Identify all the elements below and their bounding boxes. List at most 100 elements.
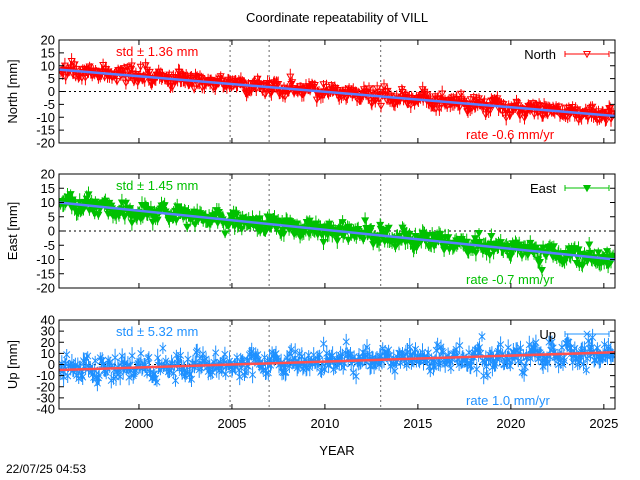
y-tick-label: -20 [36, 281, 55, 296]
data-point [381, 88, 390, 96]
data-point [170, 369, 178, 377]
data-point [423, 232, 432, 241]
data-point [486, 106, 495, 115]
rate-label: rate 1.0 mm/yr [466, 393, 550, 408]
data-point [364, 85, 374, 93]
std-label: std ± 1.45 mm [116, 178, 198, 193]
data-point [406, 343, 414, 351]
data-point [102, 66, 111, 74]
y-tick-label: 15 [41, 181, 55, 196]
data-point [600, 341, 609, 349]
data-point [473, 365, 481, 373]
data-point [604, 262, 613, 270]
data-point [102, 368, 110, 376]
data-point [128, 352, 136, 360]
data-point [535, 102, 544, 110]
y-tick-label: -10 [36, 110, 55, 125]
data-point [278, 92, 287, 100]
data-point [154, 354, 162, 362]
data-point [94, 211, 103, 220]
data-point [534, 355, 542, 363]
y-tick-label: 5 [48, 71, 55, 86]
data-point [367, 224, 376, 233]
data-point [497, 100, 506, 108]
data-point [136, 63, 145, 72]
data-point [385, 346, 393, 354]
data-point [528, 100, 538, 108]
data-point [541, 104, 550, 112]
data-point [79, 373, 87, 381]
data-point [84, 352, 92, 360]
data-point [426, 367, 434, 375]
data-point [265, 80, 274, 89]
data-point [512, 346, 520, 354]
data-point [202, 355, 210, 363]
data-point [367, 100, 376, 108]
data-point [190, 221, 200, 229]
data-point [434, 95, 443, 103]
data-point [262, 370, 270, 378]
data-point [94, 374, 102, 382]
trend-line [59, 351, 615, 372]
data-point [261, 229, 270, 237]
data-point [346, 351, 355, 359]
data-point [506, 362, 514, 370]
std-label: std ± 5.32 mm [116, 324, 198, 339]
data-point [221, 350, 229, 358]
data-point [521, 363, 529, 371]
data-point [405, 230, 414, 239]
data-point [561, 113, 570, 121]
data-point [455, 103, 464, 112]
data-point [244, 356, 252, 364]
data-point [176, 351, 185, 360]
data-point [216, 73, 225, 81]
data-point [305, 217, 314, 225]
data-point [175, 68, 184, 77]
data-point [244, 80, 253, 88]
data-point [375, 239, 384, 247]
data-point [153, 216, 162, 224]
data-point [485, 251, 494, 260]
data-point [514, 357, 522, 365]
data-point [333, 237, 342, 245]
data-point [583, 330, 591, 338]
data-point [463, 360, 471, 368]
data-point [582, 366, 590, 374]
data-point [376, 221, 385, 230]
data-point [98, 68, 107, 76]
data-point [190, 85, 199, 93]
data-point [517, 357, 525, 366]
data-point [481, 358, 489, 366]
data-point [297, 91, 306, 99]
data-point [236, 373, 244, 381]
data-point [539, 244, 548, 252]
data-point [274, 81, 283, 89]
data-point [354, 225, 363, 234]
data-point [91, 357, 99, 365]
data-point [471, 235, 480, 243]
y-tick-label: -5 [43, 97, 55, 112]
data-point [480, 98, 489, 106]
data-point [361, 217, 370, 225]
y-tick-label: -20 [36, 379, 55, 394]
rate-label: rate -0.6 mm/yr [466, 127, 555, 142]
data-point [287, 346, 295, 354]
data-point [475, 238, 484, 247]
data-point [72, 65, 81, 74]
data-point [502, 114, 511, 122]
data-point [574, 246, 583, 254]
data-point [576, 357, 584, 366]
data-point [121, 79, 130, 88]
data-point [291, 348, 299, 356]
data-point [389, 101, 398, 109]
data-point [87, 67, 96, 75]
data-point [104, 68, 113, 76]
y-tick-label: 10 [41, 58, 55, 73]
data-point [539, 362, 547, 370]
data-point [578, 262, 587, 271]
data-point [417, 92, 426, 100]
data-point [212, 349, 220, 357]
data-point [586, 249, 595, 258]
